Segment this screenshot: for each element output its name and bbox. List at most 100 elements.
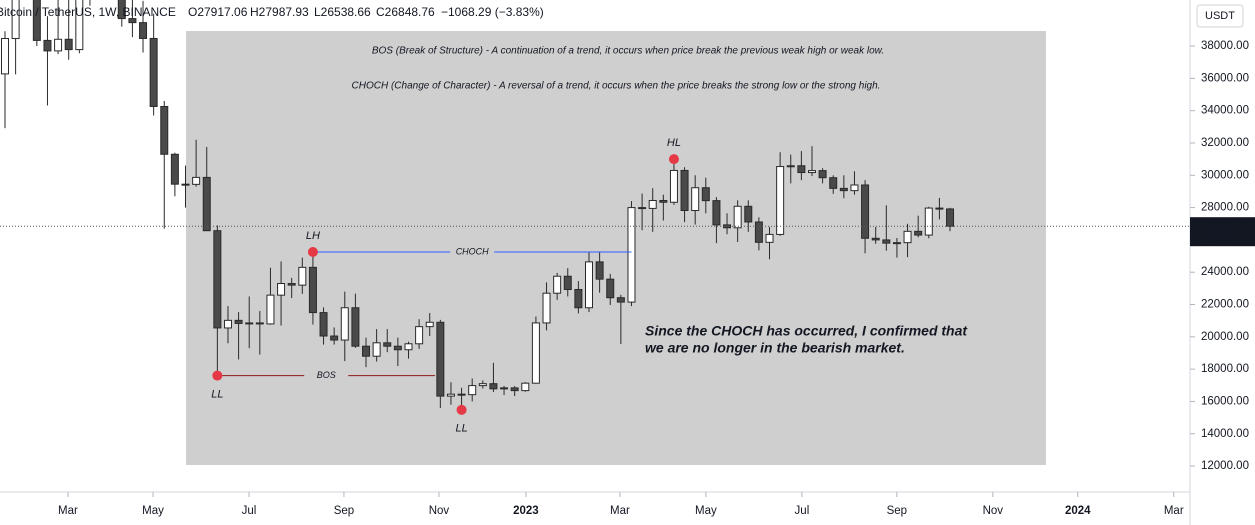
y-tick-label: 36000.00 xyxy=(1201,72,1249,84)
candle-body-down xyxy=(871,237,880,241)
candle-body-up xyxy=(786,165,795,168)
candle-body-up xyxy=(627,207,636,303)
candle-body-up xyxy=(733,205,742,229)
candle-body-down xyxy=(680,169,689,212)
ohlc-low: L26538.66 xyxy=(314,5,371,19)
candle-body-down xyxy=(935,207,944,210)
candle-body-up xyxy=(372,342,381,357)
candle-body-up xyxy=(669,169,678,203)
candle-body-down xyxy=(659,199,668,203)
swing-marker xyxy=(668,154,679,165)
candle-body-down xyxy=(64,38,73,51)
candle-body-up xyxy=(223,319,232,329)
candle-body-down xyxy=(882,239,891,244)
candle-body-up xyxy=(691,187,700,212)
candle-body-down xyxy=(457,393,466,396)
candle-body-down xyxy=(829,177,838,189)
candle-body-down xyxy=(181,183,190,186)
x-tick-label: Nov xyxy=(983,505,1004,517)
candle-body-up xyxy=(277,283,286,296)
candle-body-up xyxy=(245,322,254,325)
candle-body-up xyxy=(415,326,424,345)
candle-body-down xyxy=(563,275,572,290)
y-tick-label: 38000.00 xyxy=(1201,40,1249,52)
candle-body-down xyxy=(362,345,371,357)
candle-body-down xyxy=(510,387,519,392)
candle-body-down xyxy=(712,200,721,226)
swing-label: LL xyxy=(211,389,223,401)
candle-body-down xyxy=(32,0,41,41)
candle-body-up xyxy=(54,38,63,52)
x-tick-label: Mar xyxy=(610,505,630,517)
x-tick-label: May xyxy=(142,505,164,517)
structure-label: CHOCH xyxy=(456,246,489,256)
candle-body-up xyxy=(192,176,201,185)
candle-body-down xyxy=(170,153,179,185)
candle-body-down xyxy=(595,261,604,280)
x-tick-label: 2023 xyxy=(513,505,539,517)
x-tick-label: Jul xyxy=(242,505,257,517)
swing-marker xyxy=(307,247,318,258)
candle-body-down xyxy=(308,266,317,314)
candle-body-down xyxy=(139,22,148,39)
y-tick-label: 24000.00 xyxy=(1201,266,1249,278)
candle-body-down xyxy=(946,208,955,227)
ohlc-high: H27987.93 xyxy=(250,5,309,19)
x-tick-label: Sep xyxy=(887,505,907,517)
candle-body-up xyxy=(542,292,551,324)
y-tick-label: 28000.00 xyxy=(1201,202,1249,214)
currency: USDT xyxy=(1205,10,1235,22)
annotation-box xyxy=(186,31,1046,465)
candle-body-down xyxy=(744,205,753,223)
candle-body-down xyxy=(160,105,169,155)
candle-body-up xyxy=(553,275,562,294)
candle-body-down xyxy=(818,170,827,179)
x-tick-label: Nov xyxy=(429,505,450,517)
candle-body-up xyxy=(478,383,487,387)
y-tick-label: 12000.00 xyxy=(1201,460,1249,472)
candle-body-down xyxy=(117,0,126,20)
candle-body-up xyxy=(425,321,434,328)
x-tick-label: May xyxy=(695,505,717,517)
swing-label: LL xyxy=(455,423,467,435)
comment-line: Since the CHOCH has occurred, I confirme… xyxy=(645,323,968,339)
x-tick-label: Jul xyxy=(795,505,810,517)
candle-body-up xyxy=(446,393,455,397)
candle-body-down xyxy=(128,18,137,24)
swing-label: HL xyxy=(667,137,681,149)
candle-body-up xyxy=(776,166,785,235)
candle-body-up xyxy=(404,343,413,351)
y-tick-label: 16000.00 xyxy=(1201,395,1249,407)
y-tick-label: 22000.00 xyxy=(1201,299,1249,311)
candle-body-down xyxy=(43,39,52,52)
candle-body-down xyxy=(149,37,158,107)
candle-body-up xyxy=(903,230,912,244)
candle-body-up xyxy=(11,0,20,40)
candle-body-down xyxy=(351,307,360,347)
ohlc-close: C26848.76 xyxy=(376,5,435,19)
candle-body-down xyxy=(616,297,625,303)
ohlc-open: O27917.06 xyxy=(188,5,248,19)
price-tag xyxy=(1190,217,1255,247)
candle-body-down xyxy=(202,176,211,232)
candle-body-down xyxy=(638,207,647,210)
candle-body-down xyxy=(606,278,615,299)
candle-body-down xyxy=(754,221,763,243)
candle-body-down xyxy=(489,383,498,390)
candle-body-up xyxy=(75,0,84,51)
ohlc-change: −1068.29 (−3.83%) xyxy=(441,5,544,19)
candle-body-down xyxy=(797,165,806,174)
candle-body-up xyxy=(298,266,307,286)
candle-body-up xyxy=(648,199,657,209)
candle-body-up xyxy=(585,261,594,309)
candle-body-up xyxy=(500,387,509,390)
candle-body-up xyxy=(531,322,540,384)
y-tick-label: 34000.00 xyxy=(1201,105,1249,117)
price-tag-value: 26848.76 xyxy=(1201,220,1249,232)
candle-body-up xyxy=(924,207,933,236)
currency-box[interactable] xyxy=(1196,4,1244,28)
swing-marker xyxy=(456,404,467,415)
candle-body-down xyxy=(393,345,402,351)
candle-body-down xyxy=(383,342,392,347)
